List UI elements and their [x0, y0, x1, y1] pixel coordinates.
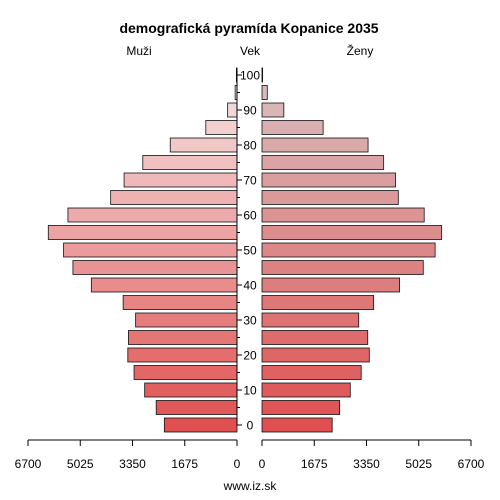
male-bar-25-29: [128, 330, 238, 345]
female-bar-85-89: [261, 120, 324, 135]
female-bars: [261, 67, 443, 433]
age-axis-tick-label: 0: [247, 419, 254, 433]
right-axis-tick-label: 1675: [301, 457, 328, 471]
age-axis-tick-label: 30: [243, 314, 257, 328]
female-bar-65-69: [261, 190, 399, 205]
female-bar-20-24: [261, 347, 370, 363]
left-value-axis: 6700 5025 3350 1675 0: [15, 439, 241, 471]
female-bar-15-19: [261, 365, 362, 380]
age-axis-tick-label: 60: [243, 209, 257, 223]
male-bar-90-94: [227, 102, 238, 118]
female-bar-55-59: [261, 225, 443, 240]
age-axis-tick-label: 100: [240, 69, 260, 83]
female-bar-95-99: [261, 85, 268, 100]
age-axis-tick-label: 80: [243, 139, 257, 153]
male-bar-75-79: [142, 155, 238, 170]
female-bar-80-84: [261, 137, 369, 153]
left-axis-tick-label: 3350: [119, 457, 146, 471]
left-axis-tick-label: 0: [234, 457, 241, 471]
male-bar-10-14: [144, 382, 238, 398]
age-axis-tick-label: 10: [243, 384, 257, 398]
footer-source: www.iz.sk: [223, 479, 278, 493]
male-bar-35-39: [122, 295, 238, 310]
left-axis-tick-label: 5025: [67, 457, 94, 471]
male-bar-60-64: [67, 207, 238, 223]
female-bar-5-9: [261, 400, 341, 415]
right-axis-tick-label: 6700: [458, 457, 485, 471]
male-bar-65-69: [110, 190, 238, 205]
female-bar-0-4: [261, 417, 333, 433]
male-bar-40-44: [90, 277, 238, 293]
chart-title: demografická pyramída Kopanice 2035: [119, 20, 378, 36]
male-bar-15-19: [133, 365, 238, 380]
age-axis-tick-label: 90: [243, 104, 257, 118]
female-bar-70-74: [261, 172, 396, 188]
male-bar-5-9: [155, 400, 238, 415]
female-bar-100+: [261, 67, 264, 83]
age-axis-tick-label: 40: [243, 279, 257, 293]
male-bar-50-54: [63, 242, 238, 258]
age-axis-tick-label: 70: [243, 174, 257, 188]
female-bar-35-39: [261, 295, 375, 310]
female-bar-10-14: [261, 382, 351, 398]
male-bar-45-49: [72, 260, 238, 275]
age-axis: 0 10 20 30 40 50 60 70 80 90 100: [236, 68, 260, 433]
male-bar-55-59: [47, 225, 238, 240]
center-axis-label: Vek: [240, 44, 261, 58]
male-bar-70-74: [123, 172, 238, 188]
right-value-axis: 0 1675 3350 5025 6700: [259, 439, 485, 471]
female-bar-40-44: [261, 277, 400, 293]
left-axis-tick-label: 1675: [171, 457, 198, 471]
age-axis-tick-label: 20: [243, 349, 257, 363]
female-bar-25-29: [261, 330, 369, 345]
right-axis-tick-label: 0: [259, 457, 266, 471]
female-bar-60-64: [261, 207, 425, 223]
male-bar-0-4: [163, 417, 238, 433]
left-axis-tick-label: 6700: [15, 457, 42, 471]
right-axis-tick-label: 5025: [405, 457, 432, 471]
female-bar-50-54: [261, 242, 436, 258]
female-bar-75-79: [261, 155, 385, 170]
male-bar-80-84: [169, 137, 238, 153]
right-side-label: Ženy: [347, 43, 374, 58]
female-bar-30-34: [261, 312, 360, 328]
male-bar-20-24: [127, 347, 238, 363]
age-axis-tick-label: 50: [243, 244, 257, 258]
male-bar-85-89: [205, 120, 238, 135]
male-bar-30-34: [135, 312, 238, 328]
female-bar-90-94: [261, 102, 285, 118]
male-bars: [47, 67, 238, 433]
female-bar-45-49: [261, 260, 424, 275]
left-side-label: Muži: [126, 44, 151, 58]
right-axis-tick-label: 3350: [353, 457, 380, 471]
